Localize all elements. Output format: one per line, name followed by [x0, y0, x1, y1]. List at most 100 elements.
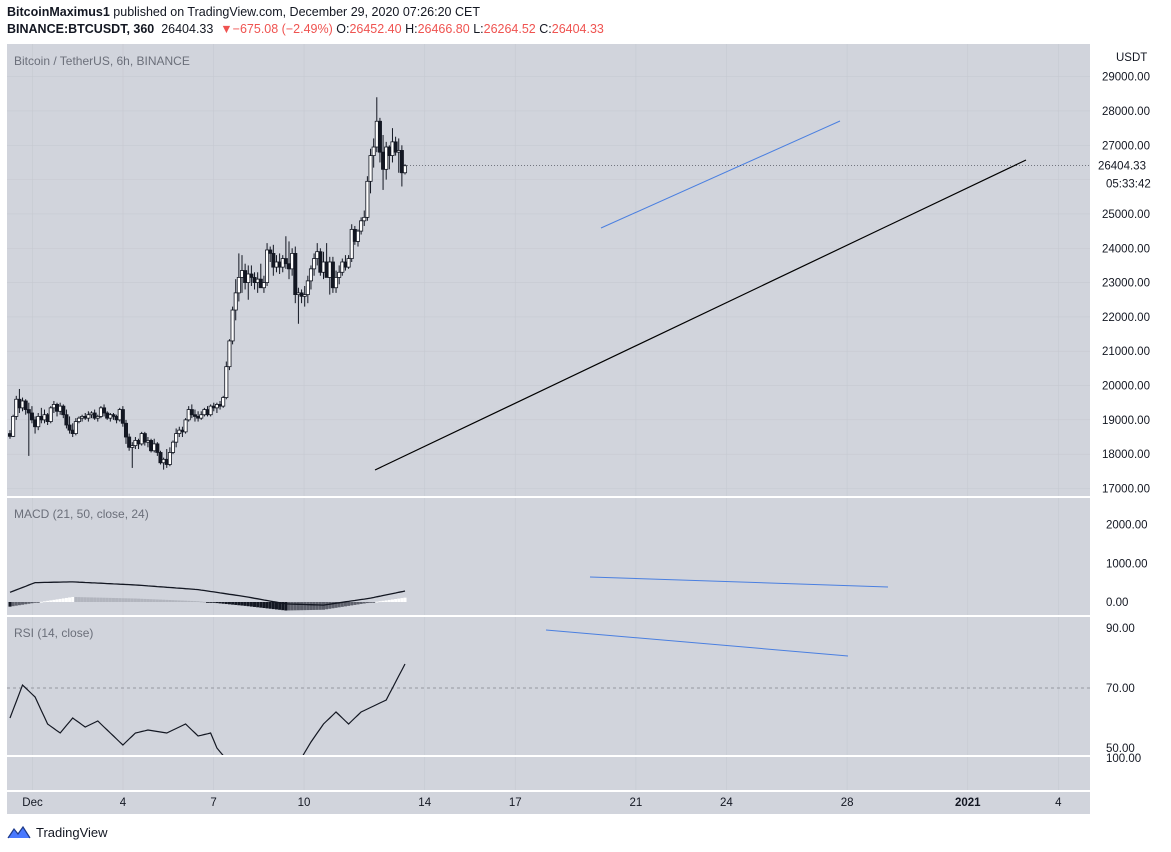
macd-histogram-bar — [218, 602, 222, 604]
candle-body — [36, 416, 41, 428]
candle-body — [346, 258, 351, 268]
publish-text: published on TradingView.com, December 2… — [109, 5, 480, 19]
candle-body — [92, 412, 97, 419]
candle-body — [315, 251, 320, 259]
macd-histogram-bar — [124, 598, 128, 602]
candle-body — [255, 278, 260, 283]
price-divergence-line[interactable] — [600, 120, 841, 229]
candle-body — [312, 258, 317, 270]
macd-histogram-bar — [83, 597, 87, 602]
candle-body — [230, 309, 235, 342]
candle-body — [142, 433, 147, 443]
candle-body — [371, 146, 376, 156]
candle-body — [155, 443, 160, 453]
macd-histogram-bar — [111, 597, 115, 602]
macd-histogram-bar — [234, 602, 238, 605]
candle-body — [214, 404, 219, 409]
macd-histogram — [8, 596, 407, 611]
price-tick-label: 21000.00 — [1102, 346, 1150, 358]
high-label: H: — [405, 22, 418, 36]
time-tick-label: Dec — [22, 797, 43, 809]
candle-body — [192, 414, 197, 417]
macd-tick-label: 2000.00 — [1106, 520, 1148, 532]
author-name[interactable]: BitcoinMaximus1 — [7, 5, 110, 19]
candle-body — [280, 258, 285, 268]
macd-histogram-bar — [378, 601, 382, 603]
rsi-tick-label: 70.00 — [1106, 683, 1135, 695]
time-tick-label: 28 — [841, 797, 854, 809]
price-tick-label: 22000.00 — [1102, 312, 1150, 324]
time-tick-label: 24 — [720, 797, 733, 809]
macd-pane-title: MACD (21, 50, close, 24) — [14, 507, 149, 521]
macd-histogram-bar — [274, 602, 278, 610]
rsi-axis[interactable]: 50.00 70.00 90.00 100.00 — [1106, 623, 1141, 765]
macd-histogram-bar — [365, 602, 369, 604]
macd-histogram-bar — [21, 602, 25, 605]
macd-histogram-bar — [52, 599, 56, 602]
macd-histogram-bar — [212, 602, 216, 603]
candle-body — [23, 400, 28, 410]
macd-histogram-bar — [306, 602, 310, 611]
candle-body — [167, 452, 172, 465]
rsi-line — [9, 663, 406, 755]
candle-body — [299, 292, 304, 297]
macd-histogram-bar — [93, 597, 97, 602]
candle-body — [120, 409, 125, 424]
macd-divergence-line[interactable] — [589, 576, 889, 588]
candle-body — [39, 416, 44, 421]
macd-histogram-bar — [362, 602, 366, 604]
candle-body — [305, 280, 310, 295]
macd-histogram-bar — [152, 599, 156, 602]
candle-body — [349, 228, 354, 259]
candle-body — [290, 253, 295, 270]
rsi-tick-label: 90.00 — [1106, 623, 1135, 635]
macd-histogram-bar — [165, 599, 169, 602]
candle-body — [368, 155, 373, 182]
candle-body — [302, 294, 307, 297]
macd-histogram-bar — [262, 602, 266, 609]
candle-body — [117, 409, 122, 421]
candle-body — [283, 258, 288, 265]
candle-body — [17, 398, 22, 409]
macd-histogram-bar — [102, 597, 106, 602]
open-label: O: — [336, 22, 350, 36]
candle-body — [133, 440, 138, 446]
macd-histogram-bar — [293, 602, 297, 611]
candle-body — [218, 404, 223, 407]
price-tick-label: 19000.00 — [1102, 415, 1150, 427]
macd-histogram-bar — [171, 600, 175, 602]
price-tick-label: 17000.00 — [1102, 484, 1150, 496]
price-axis[interactable]: 17000.00 18000.00 19000.00 20000.00 21000.00… — [1102, 72, 1150, 496]
support-trendline[interactable] — [374, 159, 1027, 471]
candle-body — [174, 433, 179, 443]
close-label: C: — [539, 22, 552, 36]
candle-body — [318, 251, 323, 273]
time-axis[interactable]: Dec 4 7 10 14 17 21 24 28 2021 4 — [22, 797, 1062, 809]
candle-body — [362, 216, 367, 222]
rsi-tick-label: 50.00 — [1106, 743, 1135, 755]
macd-histogram-bar — [249, 602, 253, 607]
candle-body — [381, 151, 386, 170]
candle-body — [330, 261, 335, 289]
candle-body — [296, 292, 301, 295]
macd-histogram-bar — [158, 599, 162, 602]
footer-brand[interactable]: TradingView — [7, 824, 108, 840]
rsi-divergence-line[interactable] — [545, 629, 849, 657]
macd-histogram-bar — [118, 598, 122, 602]
macd-histogram-bar — [199, 601, 203, 603]
countdown-box — [1093, 174, 1163, 192]
symbol-label: BINANCE:BTCUSDT, 360 — [7, 22, 155, 36]
candle-body — [393, 141, 398, 153]
macd-histogram-bar — [372, 602, 376, 603]
candle-body — [114, 416, 119, 421]
candle-body — [45, 414, 50, 422]
macd-axis[interactable]: 0.00 1000.00 2000.00 — [1106, 520, 1148, 610]
macd-histogram-bar — [17, 602, 21, 606]
macd-histogram-bar — [39, 601, 43, 603]
candle-body — [123, 422, 128, 438]
candle-body — [14, 398, 19, 417]
candle-body — [95, 416, 100, 419]
low-label: L: — [473, 22, 484, 36]
macd-histogram-bar — [281, 602, 285, 611]
